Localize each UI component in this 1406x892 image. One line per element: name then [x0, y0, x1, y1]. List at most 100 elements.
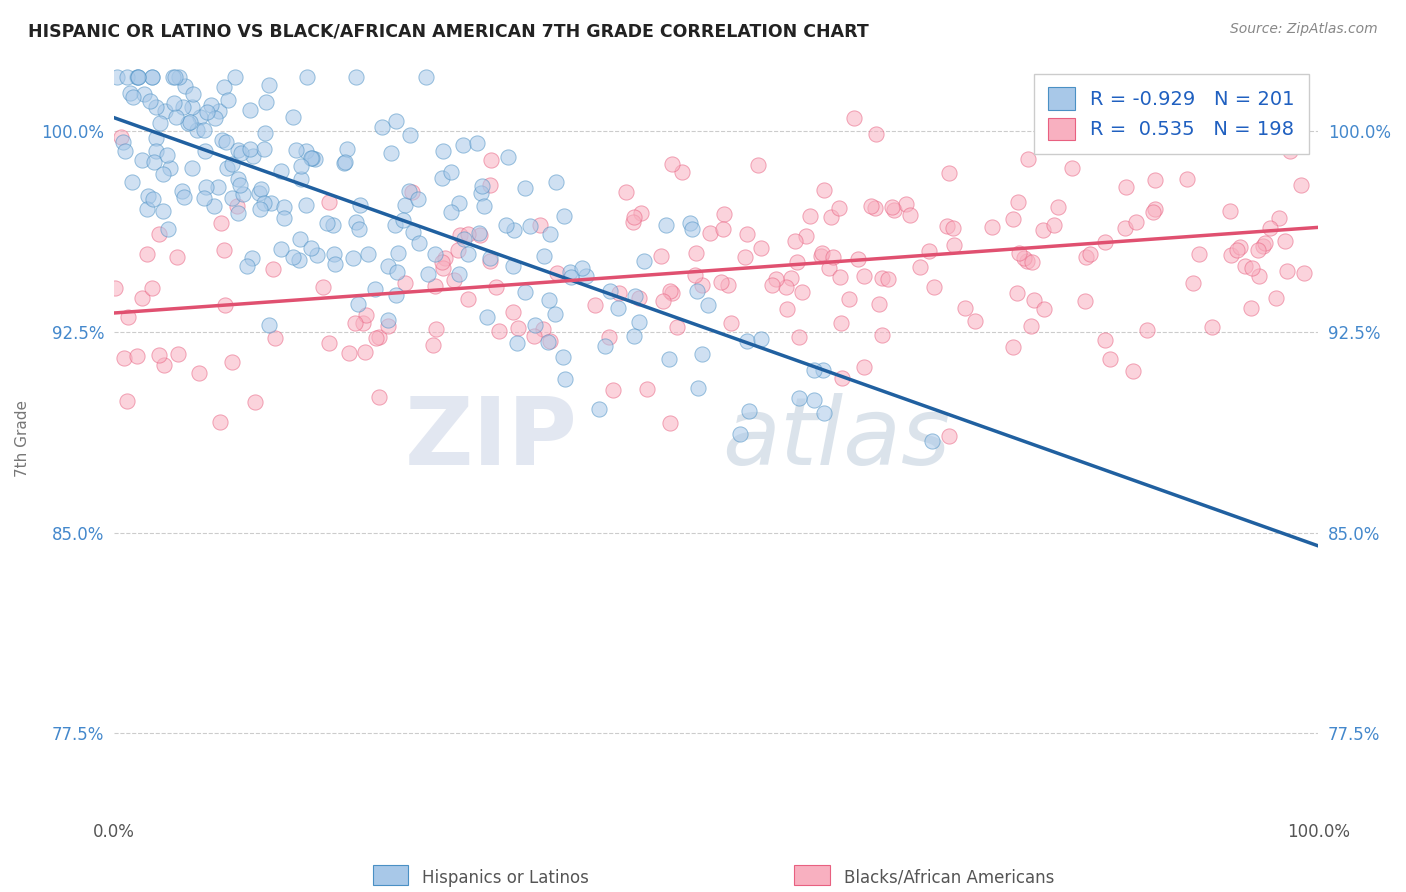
Point: [831, 371, 853, 385]
Point: [377, 259, 399, 273]
Point: [139, 94, 162, 108]
Point: [1115, 180, 1137, 194]
Point: [728, 427, 751, 442]
Point: [472, 199, 495, 213]
Point: [115, 393, 138, 408]
Point: [167, 70, 190, 85]
Point: [853, 269, 876, 284]
Point: [221, 157, 243, 171]
Point: [1274, 235, 1296, 249]
Point: [1251, 239, 1274, 253]
Point: [209, 216, 232, 230]
Point: [357, 247, 380, 261]
Point: [131, 291, 153, 305]
Point: [1024, 293, 1046, 307]
Point: [560, 269, 582, 284]
Point: [898, 208, 921, 222]
Point: [918, 244, 941, 258]
Point: [229, 146, 252, 161]
Point: [127, 70, 149, 85]
Point: [1249, 268, 1271, 283]
Point: [699, 226, 721, 240]
Point: [398, 185, 420, 199]
Point: [955, 301, 977, 315]
Point: [1074, 293, 1097, 308]
Point: [1175, 172, 1198, 186]
Point: [776, 302, 799, 317]
Text: Hispanics or Latinos: Hispanics or Latinos: [422, 869, 589, 887]
Point: [127, 70, 149, 85]
Point: [478, 178, 501, 192]
Point: [686, 381, 709, 395]
Point: [141, 281, 163, 295]
Point: [1188, 246, 1211, 260]
Point: [295, 144, 318, 158]
Point: [1021, 255, 1043, 269]
Point: [546, 266, 568, 280]
Point: [1008, 246, 1031, 260]
Point: [238, 142, 260, 156]
Point: [686, 285, 709, 299]
Point: [301, 151, 323, 165]
Point: [821, 250, 844, 264]
Point: [162, 70, 184, 85]
Point: [529, 218, 551, 232]
Point: [872, 328, 894, 343]
Point: [228, 178, 250, 192]
Point: [344, 70, 367, 85]
Point: [242, 149, 264, 163]
Point: [333, 154, 356, 169]
Point: [665, 319, 688, 334]
Point: [621, 215, 644, 229]
Point: [1098, 351, 1121, 366]
Point: [305, 247, 328, 261]
Point: [253, 126, 276, 140]
Point: [170, 184, 193, 198]
Point: [623, 210, 645, 224]
Point: [332, 156, 354, 170]
Point: [190, 110, 212, 124]
Point: [560, 265, 582, 279]
Point: [354, 308, 377, 322]
Point: [593, 339, 616, 353]
Point: [537, 293, 560, 307]
Point: [145, 144, 167, 158]
Point: [385, 113, 408, 128]
Point: [1005, 285, 1028, 300]
Point: [159, 161, 181, 175]
Point: [432, 261, 454, 276]
Point: [157, 222, 180, 236]
Point: [830, 316, 852, 330]
Point: [322, 247, 344, 261]
Point: [240, 252, 263, 266]
Point: [924, 280, 946, 294]
Legend: R = -0.929   N = 201, R =  0.535   N = 198: R = -0.929 N = 201, R = 0.535 N = 198: [1033, 74, 1309, 153]
Point: [531, 322, 554, 336]
Point: [1292, 266, 1315, 280]
Point: [181, 161, 204, 175]
Point: [207, 180, 229, 194]
Point: [249, 202, 271, 217]
Point: [883, 202, 905, 217]
Point: [364, 331, 387, 345]
Point: [633, 254, 655, 268]
Point: [735, 227, 758, 241]
Point: [477, 310, 499, 324]
Point: [717, 277, 740, 292]
Point: [294, 197, 316, 211]
Text: Blacks/African Americans: Blacks/African Americans: [844, 869, 1054, 887]
Point: [659, 284, 682, 298]
Point: [457, 246, 479, 260]
Point: [105, 70, 128, 85]
Point: [787, 391, 810, 405]
Point: [1226, 244, 1249, 258]
Point: [734, 250, 756, 264]
Point: [783, 235, 806, 249]
Text: HISPANIC OR LATINO VS BLACK/AFRICAN AMERICAN 7TH GRADE CORRELATION CHART: HISPANIC OR LATINO VS BLACK/AFRICAN AMER…: [28, 22, 869, 40]
Point: [253, 196, 276, 211]
Point: [524, 318, 547, 332]
Point: [661, 286, 683, 301]
Point: [323, 257, 346, 271]
Point: [1032, 223, 1054, 237]
Point: [921, 434, 943, 448]
